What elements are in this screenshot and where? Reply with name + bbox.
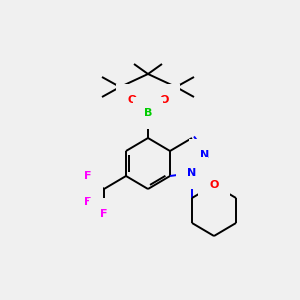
Text: O: O bbox=[127, 95, 137, 105]
Text: F: F bbox=[100, 209, 108, 219]
Text: F: F bbox=[84, 171, 92, 181]
Text: F: F bbox=[84, 197, 92, 207]
Text: O: O bbox=[209, 180, 219, 190]
Text: B: B bbox=[144, 108, 152, 118]
Text: O: O bbox=[159, 95, 169, 105]
Text: N: N bbox=[200, 150, 210, 160]
Text: N: N bbox=[188, 168, 196, 178]
